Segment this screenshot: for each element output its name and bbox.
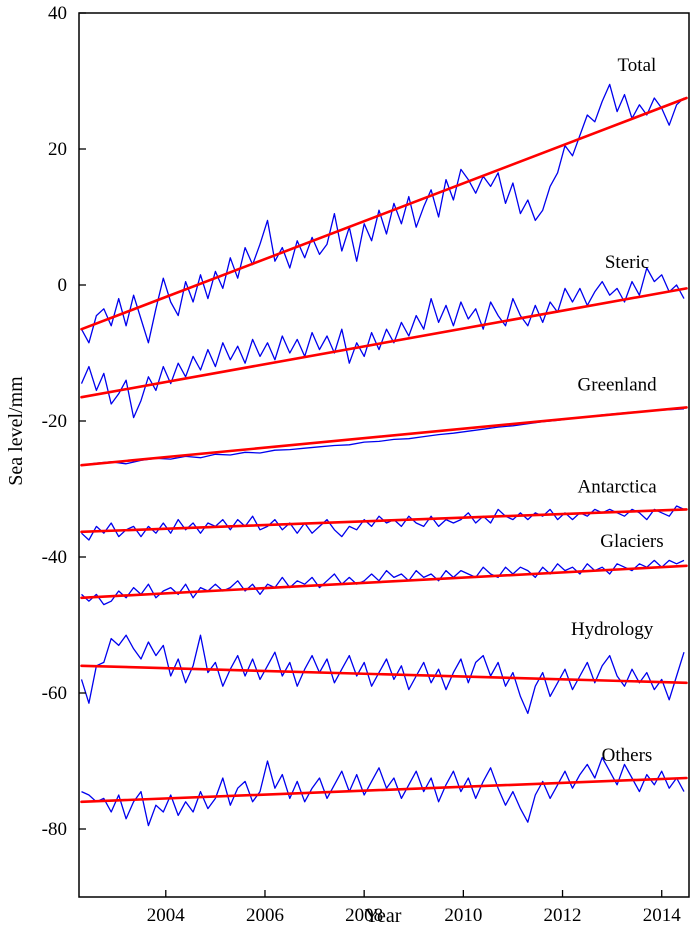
series-line-hydrology bbox=[80, 634, 685, 715]
y-tick-label: 20 bbox=[48, 139, 67, 160]
series-line-glaciers bbox=[81, 559, 685, 606]
y-tick-label: -80 bbox=[42, 819, 67, 840]
plot-frame bbox=[78, 12, 690, 898]
trend-line-total bbox=[80, 96, 688, 331]
y-axis: 40 20 0 -20 -40 -60 -80 bbox=[42, 3, 86, 840]
x-tick-label: 2006 bbox=[246, 905, 284, 926]
y-axis-title: Sea level/mm bbox=[5, 376, 27, 486]
series-line-steric bbox=[80, 267, 685, 419]
series-labels: Total Steric Greenland Antarctica Glaciers Hy… bbox=[571, 55, 664, 766]
y-tick-label: -60 bbox=[42, 683, 67, 704]
series-label-others: Others bbox=[602, 745, 653, 766]
series-label-total: Total bbox=[618, 55, 657, 76]
series-line-total bbox=[80, 83, 685, 344]
trend-line-glaciers bbox=[80, 564, 688, 600]
x-tick-label: 2004 bbox=[147, 905, 186, 926]
series-line-antarctica bbox=[81, 505, 685, 541]
y-tick-label: -40 bbox=[42, 547, 67, 568]
series-label-antarctica: Antarctica bbox=[578, 476, 658, 497]
y-tick-label: 40 bbox=[48, 3, 67, 24]
trend-line-greenland bbox=[80, 406, 688, 467]
series-label-hydrology: Hydrology bbox=[571, 619, 654, 640]
x-axis-title: Year bbox=[365, 905, 402, 927]
x-tick-label: 2010 bbox=[444, 905, 482, 926]
trend-line-antarctica bbox=[80, 508, 688, 534]
y-tick-label: -20 bbox=[42, 411, 67, 432]
trend-line-others bbox=[80, 776, 688, 804]
x-tick-label: 2012 bbox=[544, 905, 582, 926]
y-tick-label: 0 bbox=[58, 275, 68, 296]
series-layer bbox=[80, 83, 688, 827]
series-label-glaciers: Glaciers bbox=[600, 531, 663, 552]
x-axis: 2004 2006 2008 2010 2012 2014 bbox=[147, 890, 681, 926]
x-tick-label: 2008 bbox=[345, 905, 383, 926]
series-line-others bbox=[81, 756, 685, 827]
trend-line-steric bbox=[80, 287, 688, 399]
series-label-greenland: Greenland bbox=[578, 374, 658, 395]
x-tick-label: 2014 bbox=[643, 905, 682, 926]
series-label-steric: Steric bbox=[605, 252, 649, 273]
trend-line-hydrology bbox=[80, 664, 688, 685]
